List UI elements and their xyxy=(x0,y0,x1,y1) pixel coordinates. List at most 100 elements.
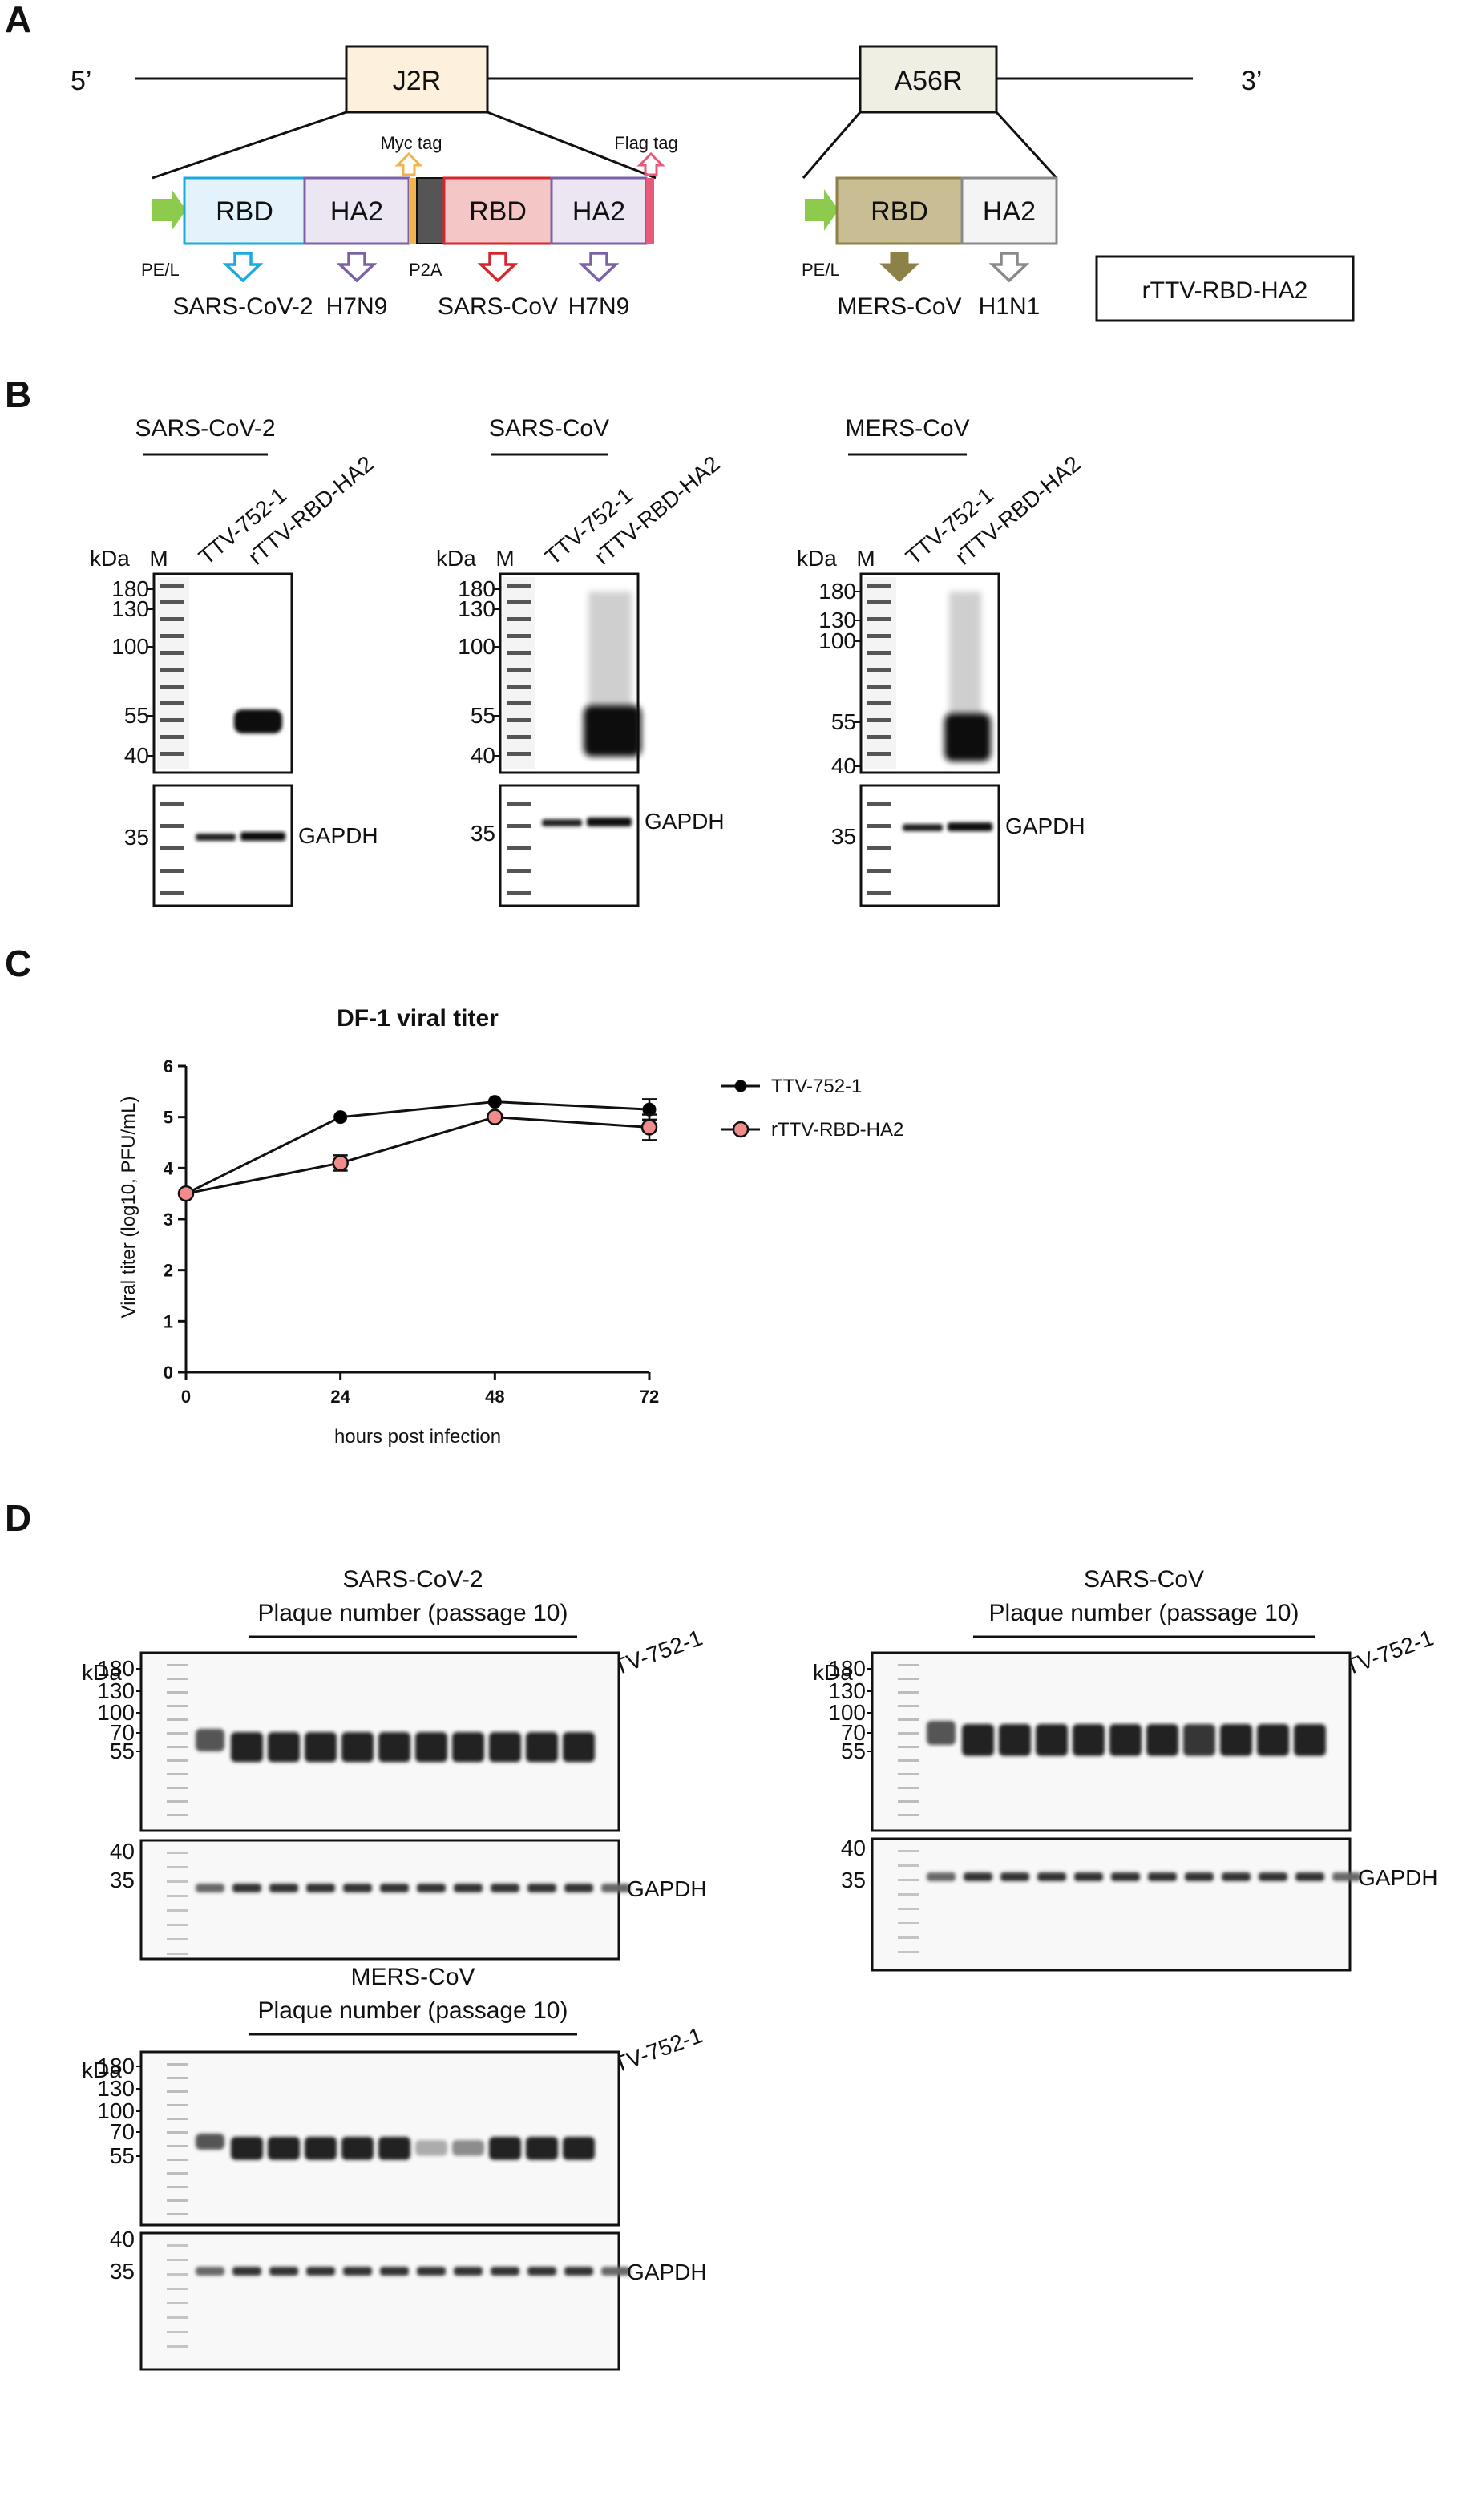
marker-band xyxy=(867,701,891,705)
marker-band xyxy=(160,752,184,756)
gapdh-band xyxy=(343,2267,372,2276)
marker-band xyxy=(167,1732,188,1735)
blot-subtitle: Plaque number (passage 10) xyxy=(258,1600,568,1626)
chart-ylabel: Viral titer (log10, PFU/mL) xyxy=(118,1096,139,1319)
marker-band xyxy=(167,2213,188,2215)
lane-m-label: M xyxy=(149,546,168,571)
gapdh-band xyxy=(1037,1872,1066,1881)
gapdh-marker-band xyxy=(898,1850,919,1852)
gapdh-band xyxy=(1148,1872,1177,1881)
plaque-band xyxy=(526,2137,558,2160)
gapdh-band xyxy=(343,1884,372,1892)
marker-band xyxy=(167,2186,188,2188)
plaque-band xyxy=(231,2137,263,2160)
marker-band xyxy=(867,735,891,739)
gapdh-marker-band xyxy=(867,846,891,850)
marker-band xyxy=(160,651,184,655)
series-line-0 xyxy=(185,1100,650,1195)
x-tick-label: 48 xyxy=(485,1387,504,1407)
gapdh-band xyxy=(1222,1872,1251,1881)
construct-box xyxy=(1095,255,1355,322)
marker-label: 70 xyxy=(110,1720,135,1745)
marker-label: 100 xyxy=(818,628,856,653)
gapdh-band xyxy=(601,1884,630,1892)
gapdh-frame xyxy=(139,1839,620,1961)
marker-band xyxy=(507,668,531,672)
blot-title: MERS-CoV xyxy=(350,1964,475,1990)
panel-c: C DF-1 viral titer 0 1 2 3 4 5 6 0 24 48 72 TTV-752… xyxy=(5,943,903,1448)
marker-band xyxy=(898,1787,919,1789)
blot-subtitle: Plaque number (passage 10) xyxy=(258,1997,568,2024)
gapdh-marker-band xyxy=(160,802,184,806)
gapdh-marker-band xyxy=(167,1880,188,1883)
marker-label: 180 xyxy=(818,579,856,604)
gapdh-marker-band xyxy=(167,1852,188,1854)
marker-band xyxy=(167,1746,188,1748)
plaque-band xyxy=(1146,1724,1178,1756)
plaque-band xyxy=(962,1724,994,1756)
gapdh-frame xyxy=(871,1837,1352,1972)
gapdh-marker-band xyxy=(167,2316,188,2319)
plaque-band xyxy=(1294,1724,1326,1756)
marker-band xyxy=(160,634,184,638)
marker-label: 55 xyxy=(471,703,495,728)
marker-label: 130 xyxy=(458,596,495,621)
marker-band xyxy=(167,1678,188,1680)
gapdh-band xyxy=(564,1884,593,1892)
marker-label: 40 xyxy=(124,743,149,768)
gapdh-band xyxy=(417,1884,446,1892)
h7n9-arrow-icon-2 xyxy=(578,252,620,283)
gapdh-marker-band xyxy=(867,824,891,828)
plaque-band xyxy=(305,2137,337,2160)
gapdh-frame xyxy=(139,2231,620,2371)
marker-label: 70 xyxy=(841,1720,866,1745)
plaque-band xyxy=(563,1732,595,1763)
marker-label: 180 xyxy=(97,1656,135,1681)
panel-b-letter: B xyxy=(5,374,31,415)
marker-band xyxy=(160,718,184,722)
marker-label: 130 xyxy=(828,1678,866,1703)
construct-label: rTTV-RBD-HA2 xyxy=(1142,277,1308,304)
viral-titer-chart: 0 1 2 3 4 5 6 0 24 48 72 TTV-752-1 rTTV-RBD-HA2 xyxy=(164,1056,904,1407)
gapdh-marker-band xyxy=(167,2331,188,2333)
gapdh-band xyxy=(587,818,632,826)
gapdh-marker-band xyxy=(507,891,531,895)
marker-band xyxy=(167,2077,188,2079)
gapdh-band xyxy=(196,2267,224,2276)
gapdh-band xyxy=(380,2267,409,2276)
marker-band xyxy=(167,2104,188,2106)
gapdh-marker-band xyxy=(160,869,184,873)
gapdh-band xyxy=(232,2267,261,2276)
marker-band xyxy=(867,752,891,756)
marker-band xyxy=(160,584,184,588)
gapdh-marker-band xyxy=(898,1879,919,1881)
ha2-h7n9-label-2: HA2 xyxy=(572,196,625,227)
blot-title: SARS-CoV xyxy=(1084,1566,1204,1593)
plaque-band xyxy=(563,2137,595,2160)
gapdh-label: GAPDH xyxy=(1005,814,1085,838)
gapdh-marker-band xyxy=(160,891,184,895)
marker-band xyxy=(167,2172,188,2175)
gapdh-marker-label: 35 xyxy=(841,1868,866,1892)
gapdh-marker-band xyxy=(167,1924,188,1926)
data-point xyxy=(487,1095,502,1109)
gapdh-marker-band xyxy=(867,891,891,895)
marker-band xyxy=(167,1664,188,1666)
y-tick-label: 5 xyxy=(164,1108,173,1128)
marker-lane xyxy=(503,577,535,769)
legend-marker xyxy=(734,1080,747,1092)
gapdh-band xyxy=(927,1872,956,1881)
plaque-band xyxy=(1036,1724,1068,1756)
plaque-band xyxy=(452,1732,484,1763)
gapdh-band xyxy=(903,824,943,831)
plaque-band xyxy=(489,2137,521,2160)
marker-label: 100 xyxy=(828,1700,866,1725)
gapdh-band xyxy=(232,1884,261,1892)
marker-label: 180 xyxy=(458,576,495,601)
y-tick-label: 1 xyxy=(164,1311,173,1331)
data-point xyxy=(487,1109,503,1125)
lane-m-label: M xyxy=(856,546,875,571)
marker-band xyxy=(867,634,891,638)
